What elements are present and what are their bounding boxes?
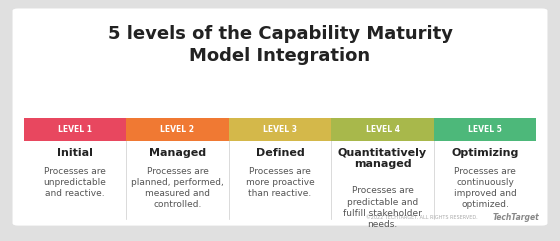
Text: ©2022 TECHTARGET. ALL RIGHTS RESERVED.: ©2022 TECHTARGET. ALL RIGHTS RESERVED. bbox=[366, 215, 478, 220]
Bar bbox=[24, 118, 126, 141]
Text: LEVEL 5: LEVEL 5 bbox=[468, 125, 502, 134]
Text: LEVEL 1: LEVEL 1 bbox=[58, 125, 92, 134]
Text: LEVEL 3: LEVEL 3 bbox=[263, 125, 297, 134]
Bar bbox=[228, 118, 332, 141]
Text: Optimizing: Optimizing bbox=[451, 148, 519, 158]
Text: LEVEL 2: LEVEL 2 bbox=[161, 125, 194, 134]
Text: Managed: Managed bbox=[149, 148, 206, 158]
Bar bbox=[126, 118, 228, 141]
Text: 5 levels of the Capability Maturity
Model Integration: 5 levels of the Capability Maturity Mode… bbox=[108, 25, 452, 65]
Text: Processes are
unpredictable
and reactive.: Processes are unpredictable and reactive… bbox=[44, 167, 106, 198]
Text: Processes are
more proactive
than reactive.: Processes are more proactive than reacti… bbox=[246, 167, 314, 198]
Text: Processes are
planned, performed,
measured and
controlled.: Processes are planned, performed, measur… bbox=[131, 167, 224, 209]
Text: Processes are
continuously
improved and
optimized.: Processes are continuously improved and … bbox=[454, 167, 516, 209]
Text: Defined: Defined bbox=[255, 148, 305, 158]
FancyBboxPatch shape bbox=[12, 8, 548, 226]
Text: TechTarget: TechTarget bbox=[492, 213, 539, 222]
Bar bbox=[434, 118, 536, 141]
Text: Initial: Initial bbox=[57, 148, 93, 158]
Text: LEVEL 4: LEVEL 4 bbox=[366, 125, 399, 134]
Text: Processes are
predictable and
fulfill stakeholder
needs.: Processes are predictable and fulfill st… bbox=[343, 187, 422, 229]
Text: Quantitatively
managed: Quantitatively managed bbox=[338, 148, 427, 169]
Bar bbox=[332, 118, 434, 141]
